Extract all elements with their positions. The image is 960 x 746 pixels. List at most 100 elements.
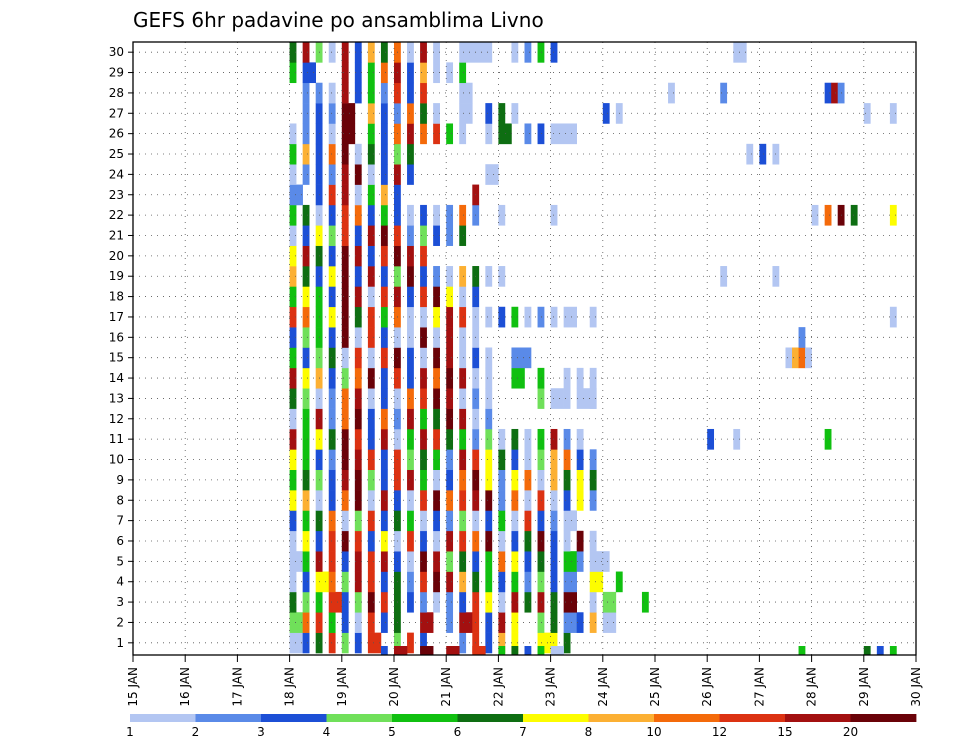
precip-cell <box>824 428 832 450</box>
precip-cell <box>498 530 506 552</box>
precip-cell <box>328 306 336 328</box>
colorbar-swatch <box>326 714 393 722</box>
y-tick-label: 2 <box>116 615 124 629</box>
precip-cell <box>602 591 617 613</box>
precip-cell <box>550 469 558 491</box>
precip-cell <box>537 551 545 572</box>
y-tick-label: 14 <box>109 371 124 385</box>
precip-cell <box>407 225 414 246</box>
precip-cell <box>433 530 440 552</box>
precip-cell <box>354 306 362 328</box>
precip-cell <box>459 551 467 572</box>
precip-cell <box>328 428 336 450</box>
precip-cell <box>550 388 564 409</box>
precip-cell <box>485 469 493 491</box>
precip-cell <box>720 82 728 104</box>
precip-cell <box>315 571 330 593</box>
precip-cell <box>380 286 388 308</box>
precip-cell <box>367 347 375 369</box>
precip-cell-bottom <box>889 646 897 655</box>
precip-cell <box>498 612 506 633</box>
x-tick-label: 30 JAN <box>909 667 923 707</box>
precip-cell <box>563 306 577 328</box>
precip-cell <box>498 510 506 532</box>
precip-cell <box>302 62 316 84</box>
precip-cell <box>668 82 675 104</box>
precip-cell <box>446 530 454 552</box>
precip-cell <box>367 286 375 308</box>
precip-cell <box>433 591 440 613</box>
precip-cell <box>459 591 467 613</box>
precip-cell <box>407 632 414 654</box>
precip-cell <box>407 571 414 593</box>
precip-cell <box>328 408 336 430</box>
precip-cell <box>289 347 297 369</box>
precip-cell <box>407 123 414 145</box>
precip-cell <box>341 286 349 308</box>
precip-cell <box>302 204 310 226</box>
precip-cell <box>341 469 349 491</box>
precip-cell <box>498 490 506 511</box>
precip-cell <box>433 225 440 246</box>
precip-cell <box>289 42 297 63</box>
x-tick-label: 26 JAN <box>700 667 714 707</box>
precip-cell <box>367 225 375 246</box>
precip-cell <box>498 632 506 654</box>
precip-cell <box>824 82 832 104</box>
precip-cell <box>354 591 362 613</box>
x-tick-label: 24 JAN <box>596 667 610 707</box>
precip-cell <box>433 449 440 470</box>
precip-cell <box>433 388 440 409</box>
precip-cell <box>459 204 467 226</box>
precip-cell <box>550 428 558 450</box>
precip-cell <box>589 306 597 328</box>
precip-cell <box>380 306 388 328</box>
precip-cell <box>485 103 493 124</box>
precip-cell <box>524 591 532 613</box>
colorbar-swatch <box>588 714 655 722</box>
precip-cell <box>446 571 454 593</box>
precip-cell <box>459 490 467 511</box>
precip-cell <box>341 143 349 165</box>
precip-cell <box>420 266 427 287</box>
precip-cell <box>446 266 454 287</box>
precip-cell <box>328 632 336 654</box>
precip-cell <box>341 591 349 613</box>
precip-cell <box>524 123 532 145</box>
precip-cell <box>341 327 349 348</box>
precip-cell <box>302 428 310 450</box>
precip-cell <box>485 490 493 511</box>
y-tick-label: 21 <box>109 228 124 242</box>
precip-cell <box>537 469 545 491</box>
precip-cell <box>341 306 349 328</box>
precip-cell-bottom <box>446 646 460 655</box>
precip-cell <box>446 612 454 633</box>
y-tick-label: 27 <box>109 106 124 120</box>
precip-cell <box>563 591 577 613</box>
y-tick-label: 26 <box>109 127 124 141</box>
precip-cell <box>407 510 414 532</box>
precip-cell <box>589 612 597 633</box>
precip-cell <box>289 306 297 328</box>
precip-cell <box>550 449 558 470</box>
precip-cell <box>485 591 493 613</box>
y-tick-label: 15 <box>109 351 124 365</box>
precip-cell <box>341 510 349 532</box>
precip-cell <box>485 123 493 145</box>
precip-cell <box>433 469 440 491</box>
y-tick-label: 9 <box>116 473 124 487</box>
colorbar: 1 2 3 4 5 6 7 8 10 12 15 20 <box>126 714 917 739</box>
precip-cell <box>537 510 545 532</box>
precip-cell <box>380 612 388 633</box>
y-tick-label: 18 <box>109 290 124 304</box>
precip-cell <box>302 245 310 267</box>
precip-cell <box>420 42 427 63</box>
precip-cell <box>367 164 375 185</box>
precip-cell <box>563 490 571 511</box>
precip-cell <box>341 408 349 430</box>
precip-cell <box>407 388 414 409</box>
x-tick-label: 16 JAN <box>178 667 192 707</box>
precip-cell <box>563 367 571 389</box>
precip-cell <box>563 388 571 409</box>
precip-cell <box>511 632 519 654</box>
